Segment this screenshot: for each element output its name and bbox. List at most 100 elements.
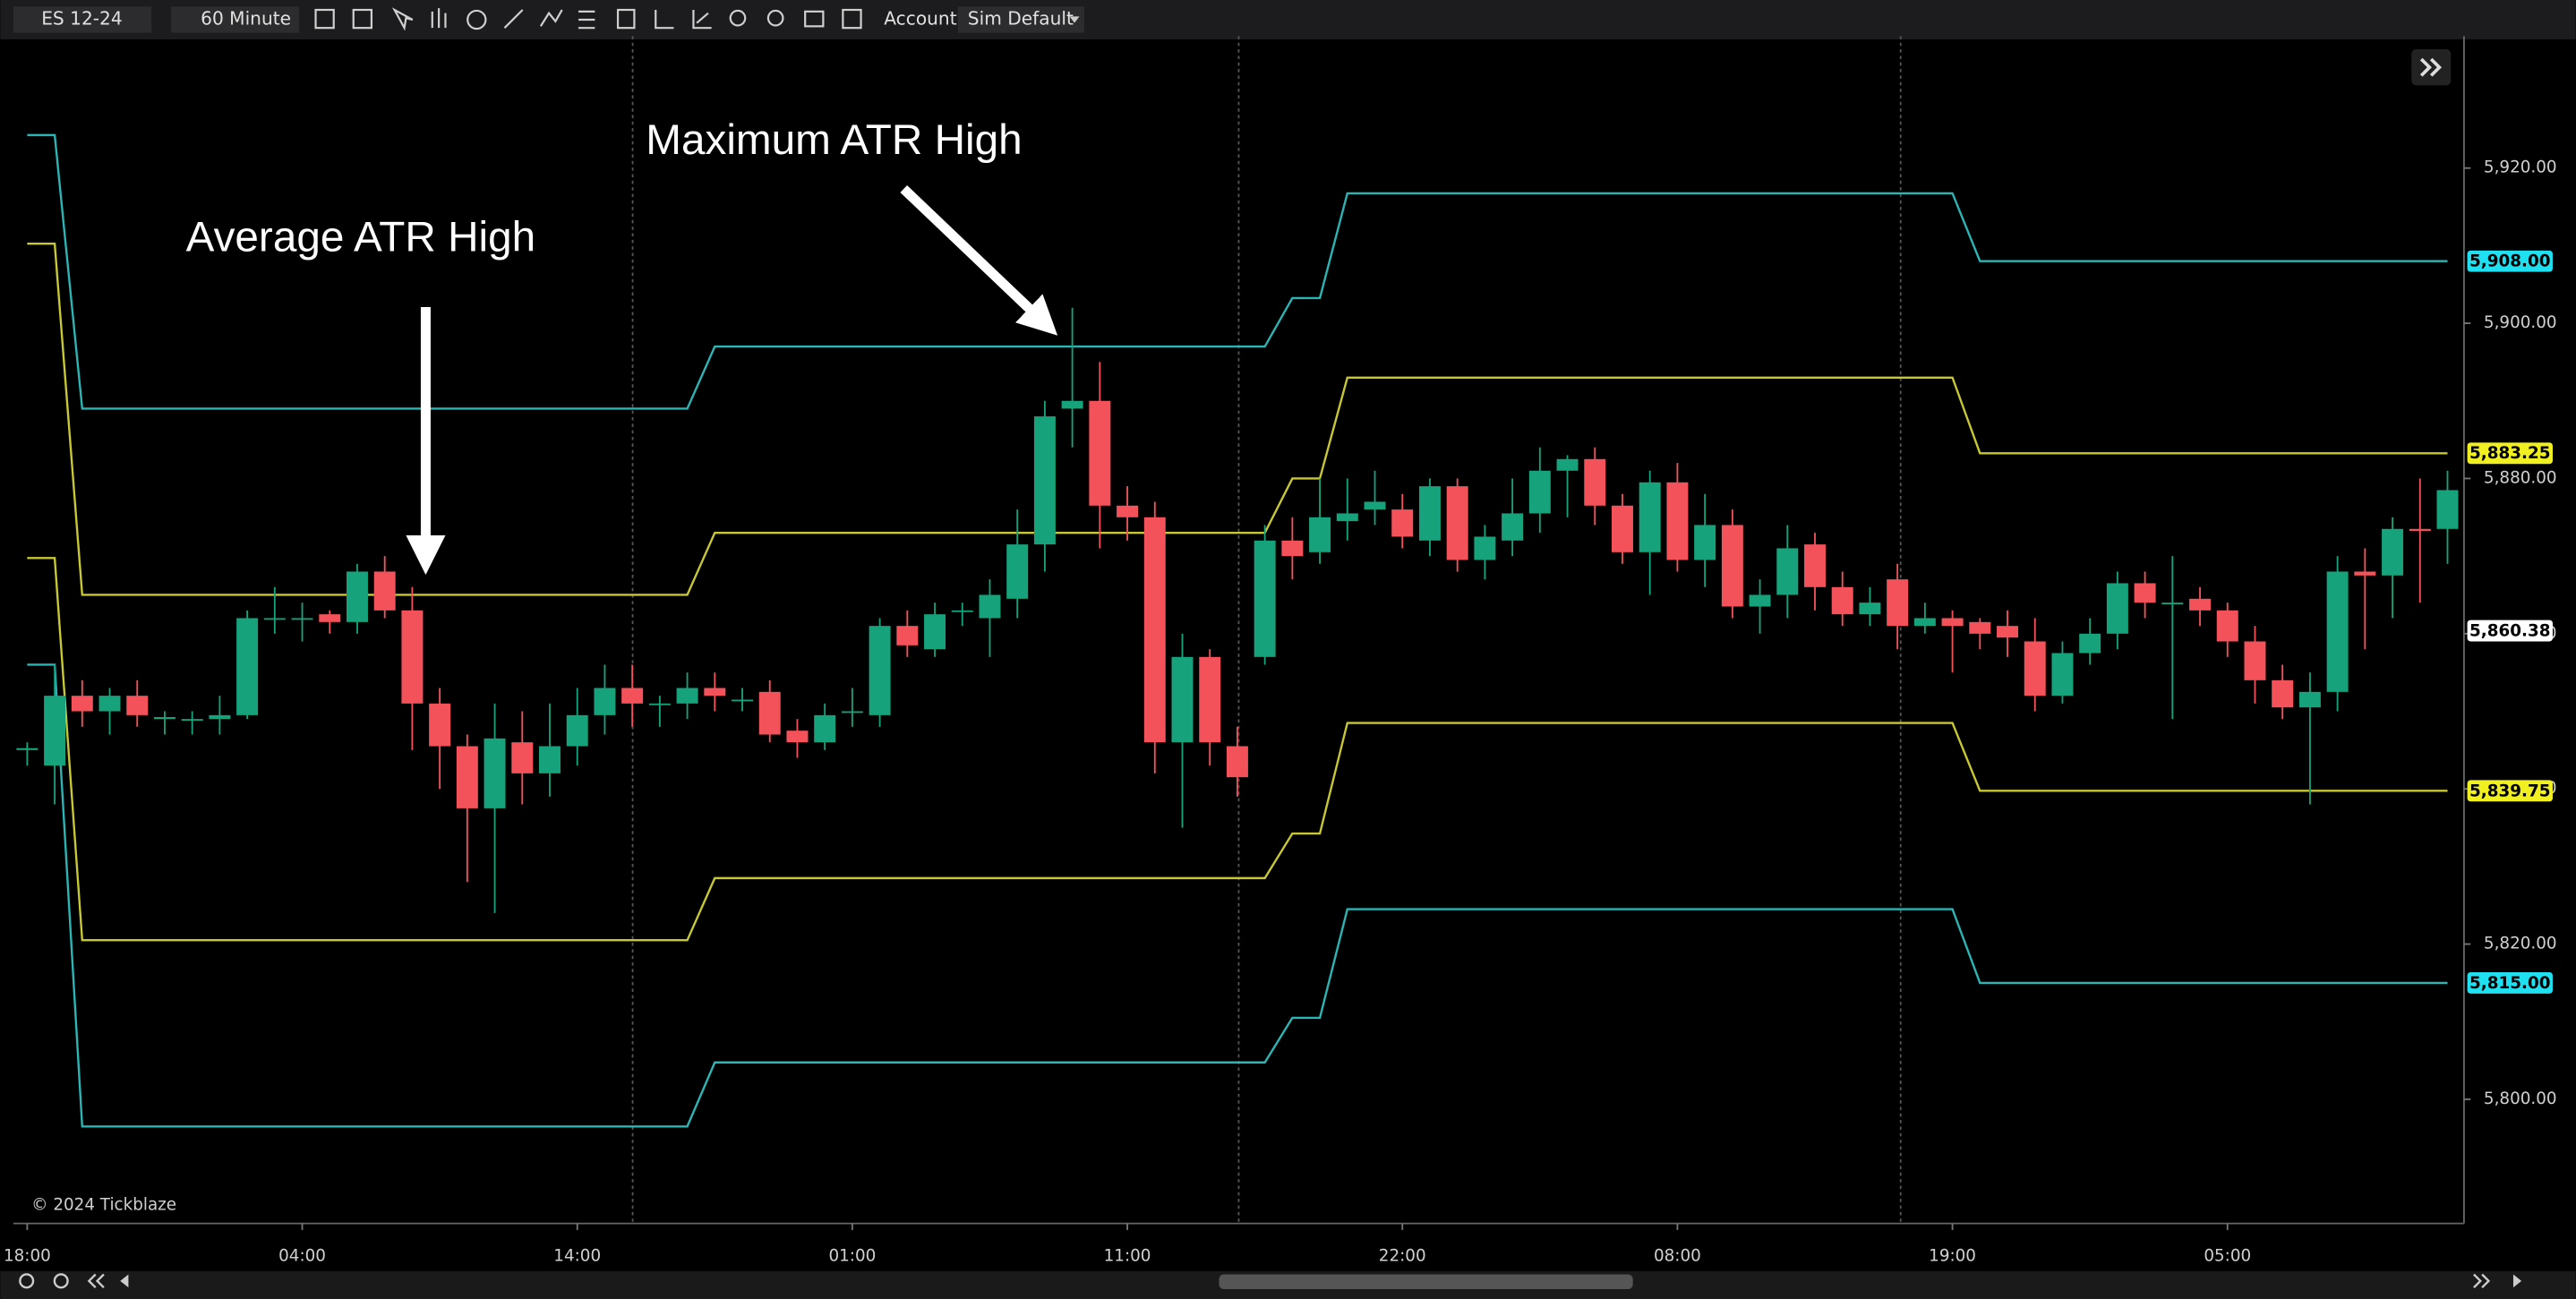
candle-body (2106, 583, 2128, 634)
candle-body (621, 688, 644, 704)
candle-body (566, 714, 588, 747)
candle-body (1694, 525, 1716, 560)
candle-body (1804, 544, 1826, 587)
candle-body (979, 594, 1001, 619)
candle-body (1171, 656, 1194, 743)
candle-body (1391, 509, 1414, 537)
candle-body (319, 614, 341, 622)
candle-body (1831, 586, 1853, 615)
candle-body (869, 626, 891, 715)
candle-body (2024, 641, 2046, 697)
candle-body (1143, 517, 1166, 743)
plot: 5,800.005,820.005,840.005,860.005,880.00… (4, 133, 2557, 1265)
x-tick-label: 05:00 (2204, 1246, 2251, 1265)
candle-body (2051, 653, 2074, 697)
candle-body (44, 696, 66, 766)
expand-icon[interactable] (2419, 57, 2442, 77)
atr-band-line (27, 663, 2448, 1128)
annotation: Maximum ATR High (646, 116, 1022, 164)
candle-body (153, 717, 175, 720)
symbol[interactable]: ES 12-24 (41, 8, 123, 30)
timeframe-box[interactable] (171, 6, 300, 33)
candle-body (236, 618, 259, 715)
candle-body (1006, 544, 1029, 599)
session-separators (631, 36, 1902, 1224)
price-marker-label: 5,860.38 (2469, 621, 2550, 640)
account-box[interactable] (957, 6, 1085, 33)
candle-body (1721, 525, 1743, 607)
toolbar (0, 0, 2576, 40)
candle-body (1033, 416, 1056, 545)
symbol-box[interactable] (13, 6, 152, 33)
candle-body (841, 711, 863, 714)
candle-body (347, 571, 368, 622)
x-tick-label: 08:00 (1654, 1246, 1701, 1265)
candle-body (456, 746, 478, 808)
candle-body (1226, 746, 1248, 778)
candle-body (16, 748, 39, 750)
y-tick-label: 5,880.00 (2484, 468, 2557, 487)
candle-body (1887, 579, 1909, 627)
candle-body (1061, 400, 1083, 409)
price-marker (2467, 780, 2553, 802)
candle-body (126, 696, 149, 715)
candle-body (1969, 621, 1991, 634)
price-marker (2467, 250, 2553, 272)
price-marker-label: 5,839.75 (2469, 782, 2550, 800)
candle-body (951, 610, 973, 612)
candle-body (2134, 583, 2156, 603)
candle-body (539, 746, 561, 773)
candle-body (2244, 641, 2266, 680)
scroll-controls[interactable] (19, 1273, 2491, 1289)
candle-body (1364, 501, 1386, 510)
candle-body (1418, 486, 1441, 541)
atr-band-line (27, 133, 2448, 410)
candle-body (758, 691, 781, 735)
candle-body (429, 703, 451, 747)
candle-body (1776, 548, 1799, 595)
account-label: Account: (884, 8, 963, 30)
candle-body (2161, 602, 2184, 604)
account[interactable]: Sim Default (968, 8, 1074, 30)
candle-body (814, 714, 836, 743)
account-dropdown[interactable] (1069, 16, 1080, 23)
candle-body (1281, 540, 1304, 557)
candle-body (1502, 513, 1524, 541)
price-marker (2467, 442, 2553, 465)
candle-body (373, 571, 396, 611)
candle-body (1309, 517, 1331, 552)
price-marker-label: 5,908.00 (2469, 252, 2550, 271)
price-marker-label: 5,883.25 (2469, 444, 2550, 463)
candle-body (1556, 458, 1579, 471)
candle-body (2326, 571, 2349, 692)
candle-body (2354, 571, 2376, 576)
candle-body (1584, 458, 1606, 506)
candle-body (1941, 618, 1964, 627)
candle-body (511, 742, 534, 773)
candle-body (704, 688, 726, 697)
x-tick-label: 14:00 (553, 1246, 601, 1265)
candle-body (1639, 482, 1661, 552)
candle-body (2409, 528, 2431, 531)
toolbar-icons[interactable] (314, 7, 862, 31)
y-tick-label: 5,800.00 (2484, 1090, 2557, 1108)
candle-body (1089, 400, 1111, 506)
candle-body (2189, 598, 2212, 611)
candle-body (98, 696, 121, 712)
candle-body (1859, 602, 1881, 615)
price-marker (2467, 971, 2553, 994)
candle-body (2079, 633, 2101, 654)
candle-body (924, 614, 946, 650)
candle-body (1254, 540, 1276, 657)
candle-body (484, 738, 506, 808)
timeframe[interactable]: 60 Minute (201, 8, 291, 30)
scrollbar-thumb[interactable] (1219, 1274, 1633, 1289)
watermark: © 2024 Tickblaze (31, 1195, 176, 1214)
annotation: Average ATR High (186, 213, 536, 261)
atr-band-line (27, 557, 2448, 942)
x-tick-label: 11:00 (1104, 1246, 1151, 1265)
x-tick-label: 22:00 (1379, 1246, 1426, 1265)
